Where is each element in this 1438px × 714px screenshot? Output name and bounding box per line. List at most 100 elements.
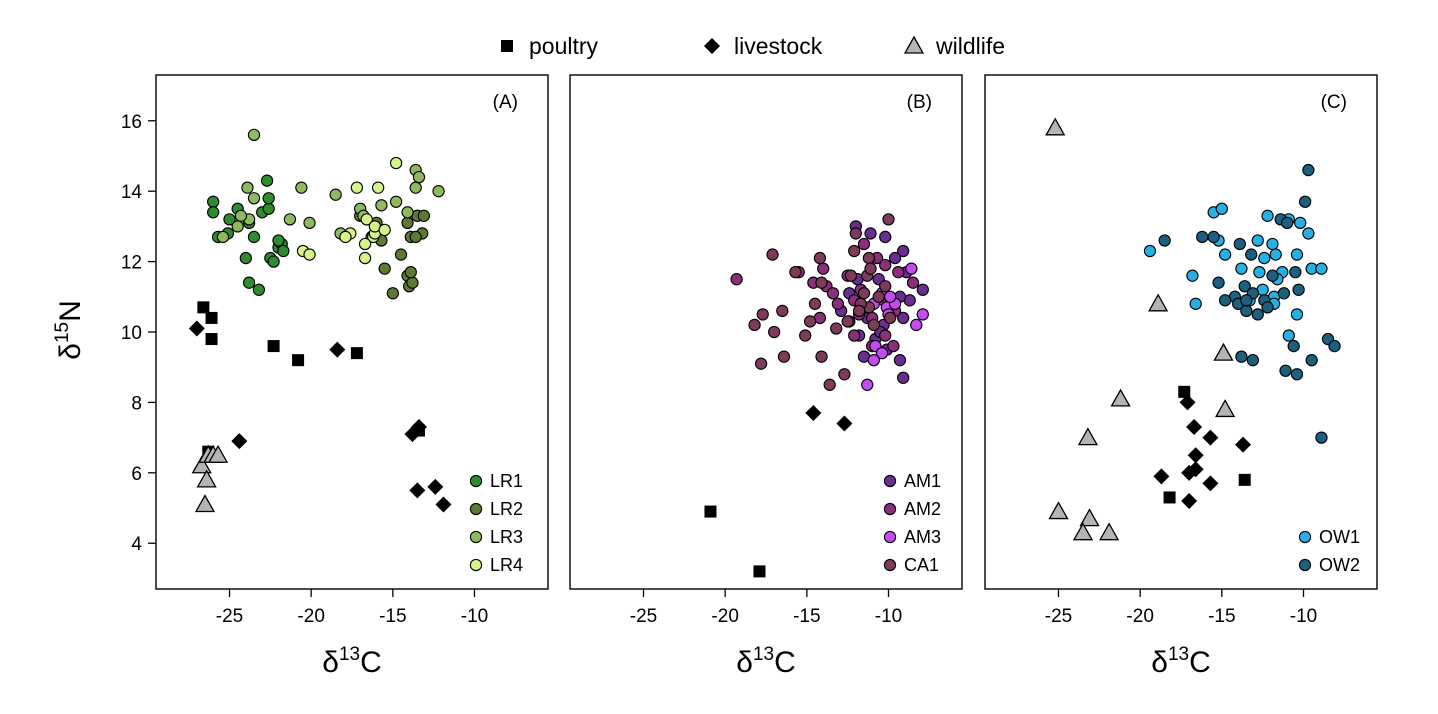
point-lr4 <box>358 237 372 251</box>
point-livestock <box>410 419 427 436</box>
point-livestock <box>231 433 248 450</box>
point-poultry <box>753 565 766 578</box>
legend-label-lr2: LR2 <box>490 499 523 519</box>
point-ow2 <box>1289 266 1302 279</box>
point-am2 <box>730 273 743 286</box>
legend-marker-ow1 <box>1298 530 1312 544</box>
point-ca1 <box>776 304 789 318</box>
point-ow1 <box>1235 262 1248 275</box>
y-tick-label: 8 <box>131 393 142 414</box>
y-tick-label: 14 <box>121 182 143 203</box>
point-lr3 <box>389 195 403 208</box>
point-livestock <box>329 341 346 358</box>
legend-label-am1: AM1 <box>904 471 941 491</box>
x-tick-label: -20 <box>711 606 738 627</box>
legend-label-livestock: livestock <box>734 33 823 59</box>
legend-marker-am3 <box>883 530 897 544</box>
point-am2 <box>887 339 900 353</box>
point-ca1 <box>823 378 836 391</box>
point-ca1 <box>756 308 769 321</box>
x-tick-label: -20 <box>297 606 324 627</box>
point-ow2 <box>1233 237 1246 251</box>
legend-label-wildlife: wildlife <box>935 33 1005 59</box>
point-livestock <box>409 482 426 499</box>
point-ca1 <box>803 315 817 328</box>
x-axis-label-a: δ13C <box>322 644 382 679</box>
legend-marker-lr1 <box>469 474 483 488</box>
top-legend: poultry livestock wildlife <box>501 33 1005 59</box>
point-ow1 <box>1282 329 1295 342</box>
point-poultry <box>292 354 305 367</box>
point-lr2 <box>417 209 431 222</box>
legend-marker-poultry <box>501 40 513 52</box>
point-ow2 <box>1302 163 1315 177</box>
y-tick-label: 6 <box>131 464 142 485</box>
point-am2 <box>831 297 845 310</box>
point-ow2 <box>1251 308 1264 321</box>
point-lr1 <box>262 202 275 215</box>
point-am3 <box>910 318 923 332</box>
x-tick-label: -15 <box>1208 606 1235 627</box>
point-ow2 <box>1246 354 1260 367</box>
point-lr3 <box>295 181 308 194</box>
point-ca1 <box>815 276 828 289</box>
panel-label: (C) <box>1321 92 1347 113</box>
point-livestock <box>805 404 822 421</box>
y-tick-label: 10 <box>121 323 142 344</box>
point-ca1 <box>852 304 866 318</box>
point-ca1 <box>857 287 871 300</box>
point-livestock <box>435 496 452 513</box>
point-lr2 <box>406 276 419 289</box>
point-am1 <box>916 283 929 296</box>
point-ow1 <box>1143 244 1157 258</box>
point-livestock <box>1153 468 1170 485</box>
point-lr2 <box>394 248 408 261</box>
point-wildlife <box>207 444 229 463</box>
point-ca1 <box>841 315 854 328</box>
plot-frame <box>569 74 963 590</box>
point-ow1 <box>1266 237 1279 251</box>
point-ca1 <box>844 269 858 282</box>
point-poultry <box>205 311 218 324</box>
point-ca1 <box>867 318 880 332</box>
point-am2 <box>906 276 920 289</box>
legend-label-am2: AM2 <box>904 499 941 519</box>
point-lr3 <box>216 230 230 244</box>
point-lr1 <box>247 230 261 244</box>
point-wildlife <box>1214 399 1236 418</box>
point-lr4 <box>350 181 364 194</box>
point-ow2 <box>1292 283 1305 296</box>
point-livestock <box>188 320 205 337</box>
point-livestock <box>1202 475 1219 492</box>
point-ow2 <box>1287 339 1300 353</box>
x-axis-label-c: δ13C <box>1151 644 1211 679</box>
point-am1 <box>897 371 910 384</box>
y-tick-label: 4 <box>131 534 142 555</box>
point-ca1 <box>872 290 885 303</box>
point-lr3 <box>234 209 248 222</box>
point-ca1 <box>813 251 827 265</box>
point-ca1 <box>862 251 876 265</box>
point-ow2 <box>1245 248 1258 261</box>
point-wildlife <box>1048 501 1069 520</box>
point-lr3 <box>231 220 244 233</box>
point-poultry <box>197 301 210 314</box>
point-am3 <box>905 262 918 275</box>
point-lr1 <box>277 244 290 258</box>
point-ow1 <box>1302 227 1315 240</box>
x-tick-label: -10 <box>875 606 902 627</box>
point-ow2 <box>1240 294 1253 307</box>
point-lr3 <box>329 188 342 201</box>
point-ow2 <box>1207 230 1220 244</box>
point-ca1 <box>849 227 862 240</box>
point-lr1 <box>242 276 256 289</box>
point-ow2 <box>1328 339 1341 353</box>
point-am2 <box>817 262 830 275</box>
point-lr3 <box>409 181 422 194</box>
point-ow2 <box>1240 304 1253 318</box>
point-lr4 <box>389 156 403 170</box>
x-axis-label-b: δ13C <box>736 644 796 679</box>
point-wildlife <box>196 469 217 488</box>
point-livestock <box>1181 492 1198 509</box>
